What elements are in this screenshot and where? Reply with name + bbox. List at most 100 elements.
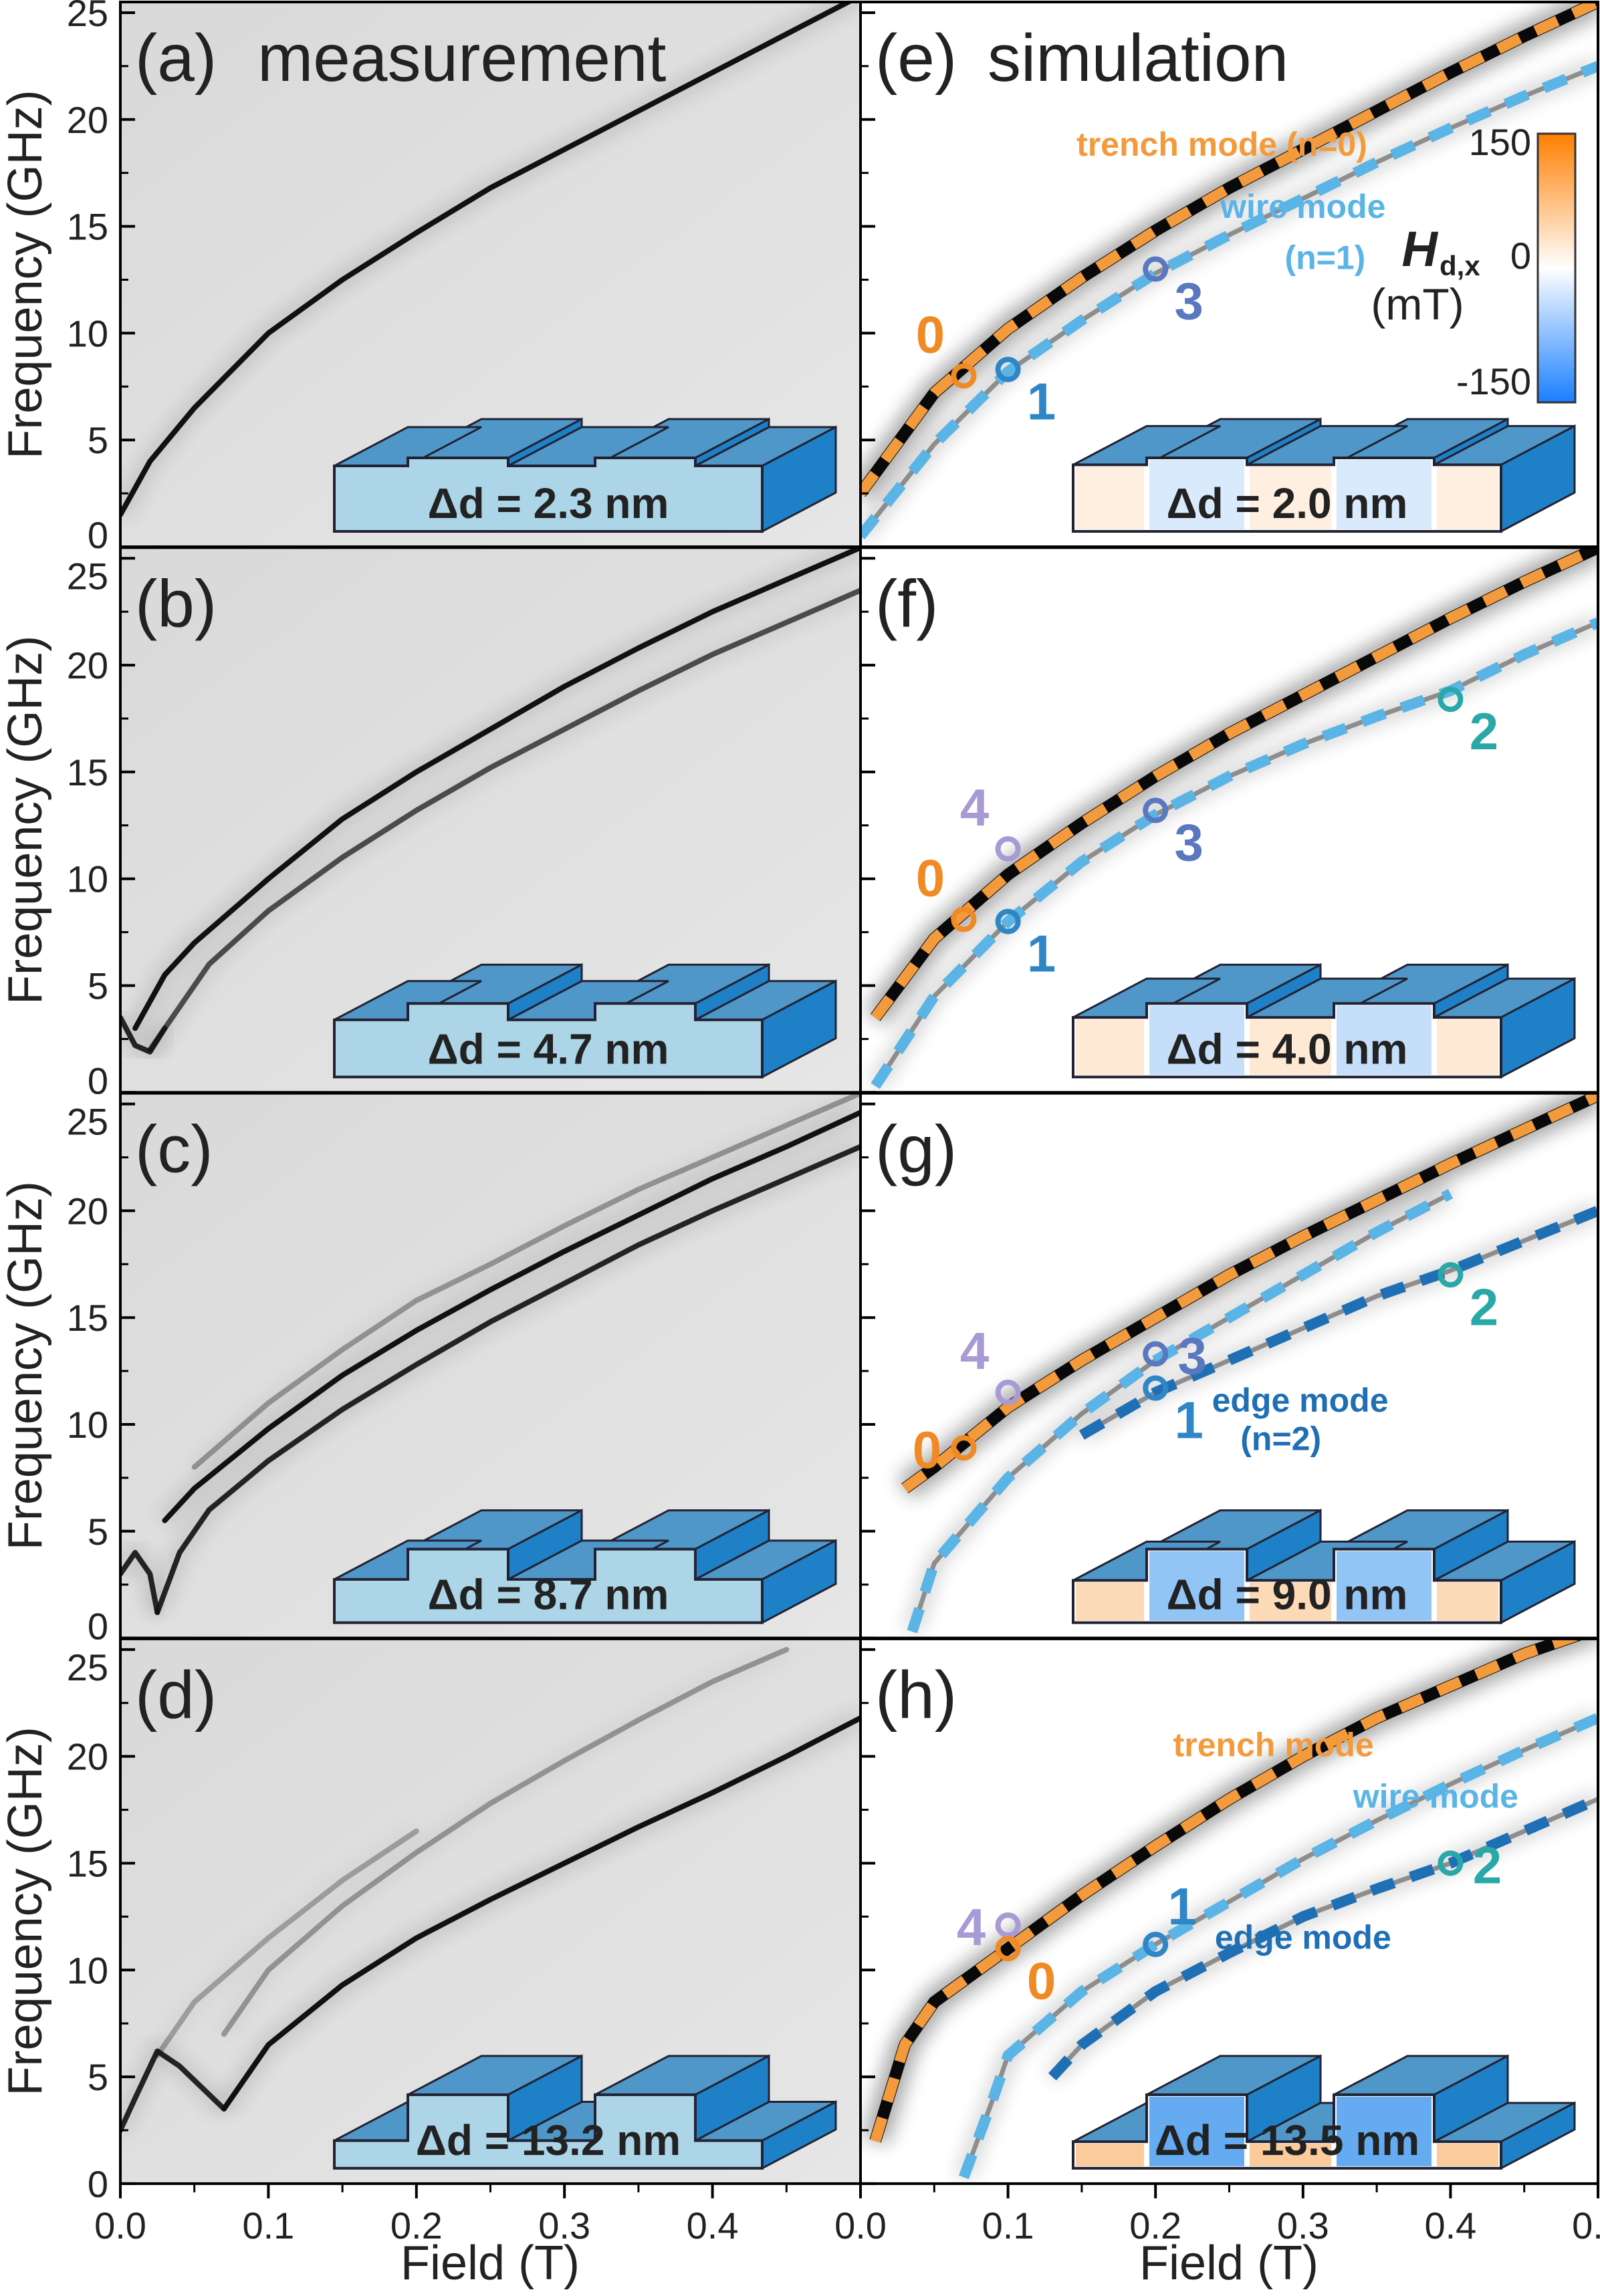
y-tick-label: 5 [88, 2056, 108, 2098]
mode-marker-label: 0 [1027, 1951, 1056, 2010]
mode-marker-label: 0 [916, 848, 945, 907]
measured-trace [120, 2, 854, 518]
edge-mode-line [1048, 1794, 1598, 2081]
trench-field-map [1250, 467, 1331, 529]
mode-marker-0 [951, 906, 977, 932]
y-tick-label: 15 [67, 751, 108, 793]
trace-halo [189, 1093, 861, 1474]
mode-marker-2 [1438, 1262, 1464, 1288]
measured-trace [120, 2048, 227, 2133]
plot-area [120, 1093, 861, 1616]
thickness-step-label: Δd = 4.7 nm [428, 1025, 669, 1073]
y-tick-label: 25 [67, 555, 108, 597]
y-tick-label: 20 [67, 644, 108, 686]
x-tick-label: 0.5 [1572, 2204, 1600, 2247]
mode-marker-3 [1143, 1341, 1169, 1367]
trench-field-map [1076, 1582, 1144, 1621]
y-tick-label: 10 [67, 1404, 108, 1446]
mode-marker-2 [1438, 686, 1464, 713]
thickness-step-label: Δd = 4.0 nm [1167, 1025, 1408, 1073]
mode-marker-3 [1143, 797, 1169, 823]
mode-marker-label: 2 [1470, 702, 1498, 761]
plot-area [865, 547, 1598, 1091]
schematic-front-face [333, 1002, 764, 1079]
panel-h: 0.0 0.1 0.2 0.3 0.4 0.5 (h) Δd = 13.5 nm 40 1 2 tre… [834, 1637, 1600, 2247]
panel-label: (b) [135, 566, 217, 641]
plot-area [120, 2, 861, 519]
trench-mode-label: trench mode (n=0) [1076, 126, 1367, 163]
measured-trace [162, 1110, 861, 1523]
y-tick-label: 25 [67, 0, 108, 34]
plot-area [120, 547, 861, 1063]
wire-field-map [1149, 2096, 1244, 2166]
wire-field-map [1337, 1551, 1432, 1621]
panel-label: (c) [135, 1112, 213, 1187]
colorbar-tick-label: 0 [1510, 235, 1531, 277]
measured-trace [120, 1015, 168, 1055]
y-axis-label: Frequency (GHz) [0, 90, 52, 459]
sample-schematic: Δd = 2.0 nm [1072, 417, 1576, 533]
panel-a: 0 5 10 15 20 25 Frequency (GHz) (a) measurement Δ… [0, 0, 862, 556]
wire-mode-line [907, 1188, 1454, 1634]
trench-mode-line [871, 547, 1598, 1021]
mode-marker-4 [995, 1912, 1021, 1938]
sample-schematic: Δd = 8.7 nm [333, 1509, 837, 1625]
colorbar-tick-label: -150 [1456, 360, 1531, 402]
y-tick-label: 0 [88, 2163, 108, 2205]
mode-marker-label: 0 [916, 305, 945, 364]
x-axis-label-right: Field (T) [1139, 2237, 1319, 2290]
panel-label: (e) [875, 21, 957, 96]
y-tick-label: 10 [67, 312, 108, 354]
mode-marker-3 [1143, 256, 1169, 282]
thickness-step-label: Δd = 8.7 nm [428, 1571, 669, 1619]
thickness-step-label: Δd = 13.5 nm [1155, 2116, 1419, 2164]
schematic-front-face [1072, 1002, 1502, 1079]
y-tick-label: 0 [88, 1606, 108, 1648]
x-tick-label: 0.0 [94, 2204, 146, 2247]
mode-marker-label: 4 [960, 1321, 989, 1380]
mode-marker-label: 1 [1027, 372, 1056, 431]
mode-marker-1 [1143, 1931, 1169, 1957]
edge-mode-label: edge mode [1212, 1382, 1389, 1419]
x-tick-label: 0.1 [242, 2204, 294, 2247]
trench-mode-line [870, 1638, 1584, 2143]
sample-schematic: Δd = 13.2 nm [333, 2054, 837, 2170]
mode-marker-label: 1 [1175, 1391, 1204, 1450]
trench-field-map [1250, 2144, 1331, 2166]
sample-schematic: Δd = 9.0 nm [1072, 1509, 1576, 1625]
schematic-front-face [333, 2093, 764, 2170]
y-tick-label: 20 [67, 1190, 108, 1232]
measured-trace [221, 1646, 790, 2037]
mode-marker-0 [951, 363, 977, 389]
x-tick-label: 0.3 [1277, 2204, 1329, 2247]
schematic-front-face [1072, 457, 1502, 533]
trench-field-map [1250, 1582, 1331, 1621]
x-axis-label-left: Field (T) [401, 2237, 580, 2290]
wire-mode-line [861, 61, 1598, 540]
x-tick-label: 0.0 [834, 2204, 887, 2247]
y-tick-label: 5 [88, 965, 108, 1007]
colorbar-unit: (mT) [1371, 279, 1464, 329]
panel-d: 0 5 10 15 20 25 Frequency (GHz) 0.0 0.1 0.2 0.3 0.4… [0, 1637, 862, 2247]
wire-field-map [1149, 1551, 1244, 1621]
y-tick-label: 10 [67, 858, 108, 900]
mode-marker-label: 3 [1175, 813, 1204, 872]
axis-labels: Field (T) Field (T) [401, 2237, 1319, 2290]
wire-field-map [1337, 2096, 1432, 2166]
mode-marker-4 [995, 836, 1021, 862]
measured-trace [191, 1093, 861, 1470]
colorbar-quantity-label: H [1402, 221, 1439, 277]
wire-mode-line [871, 617, 1598, 1090]
panel-label: (h) [875, 1658, 957, 1733]
y-tick-label: 0 [88, 514, 108, 556]
x-tick-label: 0.2 [1129, 2204, 1181, 2247]
plot-area [897, 1093, 1598, 1634]
colorbar [1536, 132, 1577, 404]
panel-f: (f) Δd = 4.0 nm 40 1 3 2 [859, 546, 1599, 1094]
sample-schematic: Δd = 4.0 nm [1072, 963, 1576, 1079]
panel-label: (a) [135, 21, 217, 96]
thickness-step-label: Δd = 2.0 nm [1167, 479, 1408, 527]
trench-field-map [1437, 1582, 1498, 1621]
mode-marker-label: 2 [1473, 1835, 1502, 1894]
